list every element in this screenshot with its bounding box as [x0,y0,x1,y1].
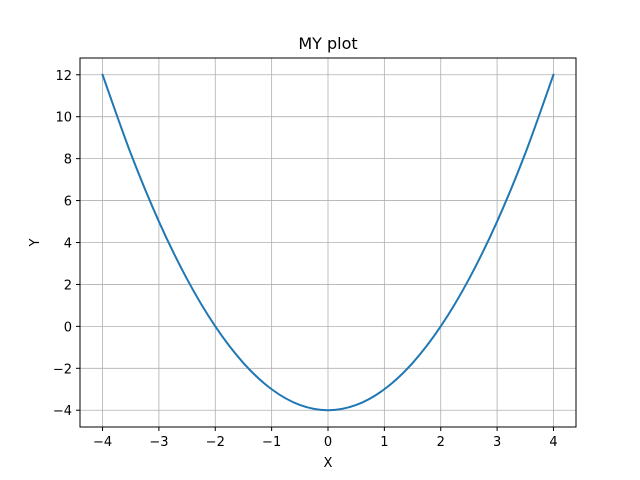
series-layer [101,73,555,412]
y-tick-label-2: 0 [64,320,72,335]
x-tick-label-7: 3 [493,435,501,450]
y-axis-label: Y [28,238,43,247]
x-axis-label: X [324,456,333,471]
x-tick-label-6: 2 [437,435,445,450]
grid-lines [80,58,576,427]
x-tick-label-4: 0 [324,435,332,450]
y-axis-ticks: −4 −2 0 2 4 6 8 10 12 [53,69,80,419]
y-tick-label-7: 10 [55,111,72,126]
y-tick-label-4: 4 [64,237,72,252]
y-tick-label-8: 12 [55,69,72,84]
x-tick-label-5: 1 [380,435,388,450]
series-line-0 [101,73,555,412]
y-tick-label-3: 2 [64,278,72,293]
chart-title: MY plot [298,34,357,53]
x-tick-label-8: 4 [549,435,557,450]
x-tick-label-0: −4 [93,435,112,450]
x-tick-label-2: −2 [206,435,225,450]
y-tick-label-5: 6 [64,195,72,210]
y-tick-label-6: 8 [64,153,72,168]
x-axis-ticks: −4 −3 −2 −1 0 1 2 3 4 [93,427,558,450]
y-tick-label-1: −2 [53,362,72,377]
x-tick-label-3: −1 [262,435,281,450]
y-tick-label-0: −4 [53,404,72,419]
x-tick-label-1: −3 [149,435,168,450]
